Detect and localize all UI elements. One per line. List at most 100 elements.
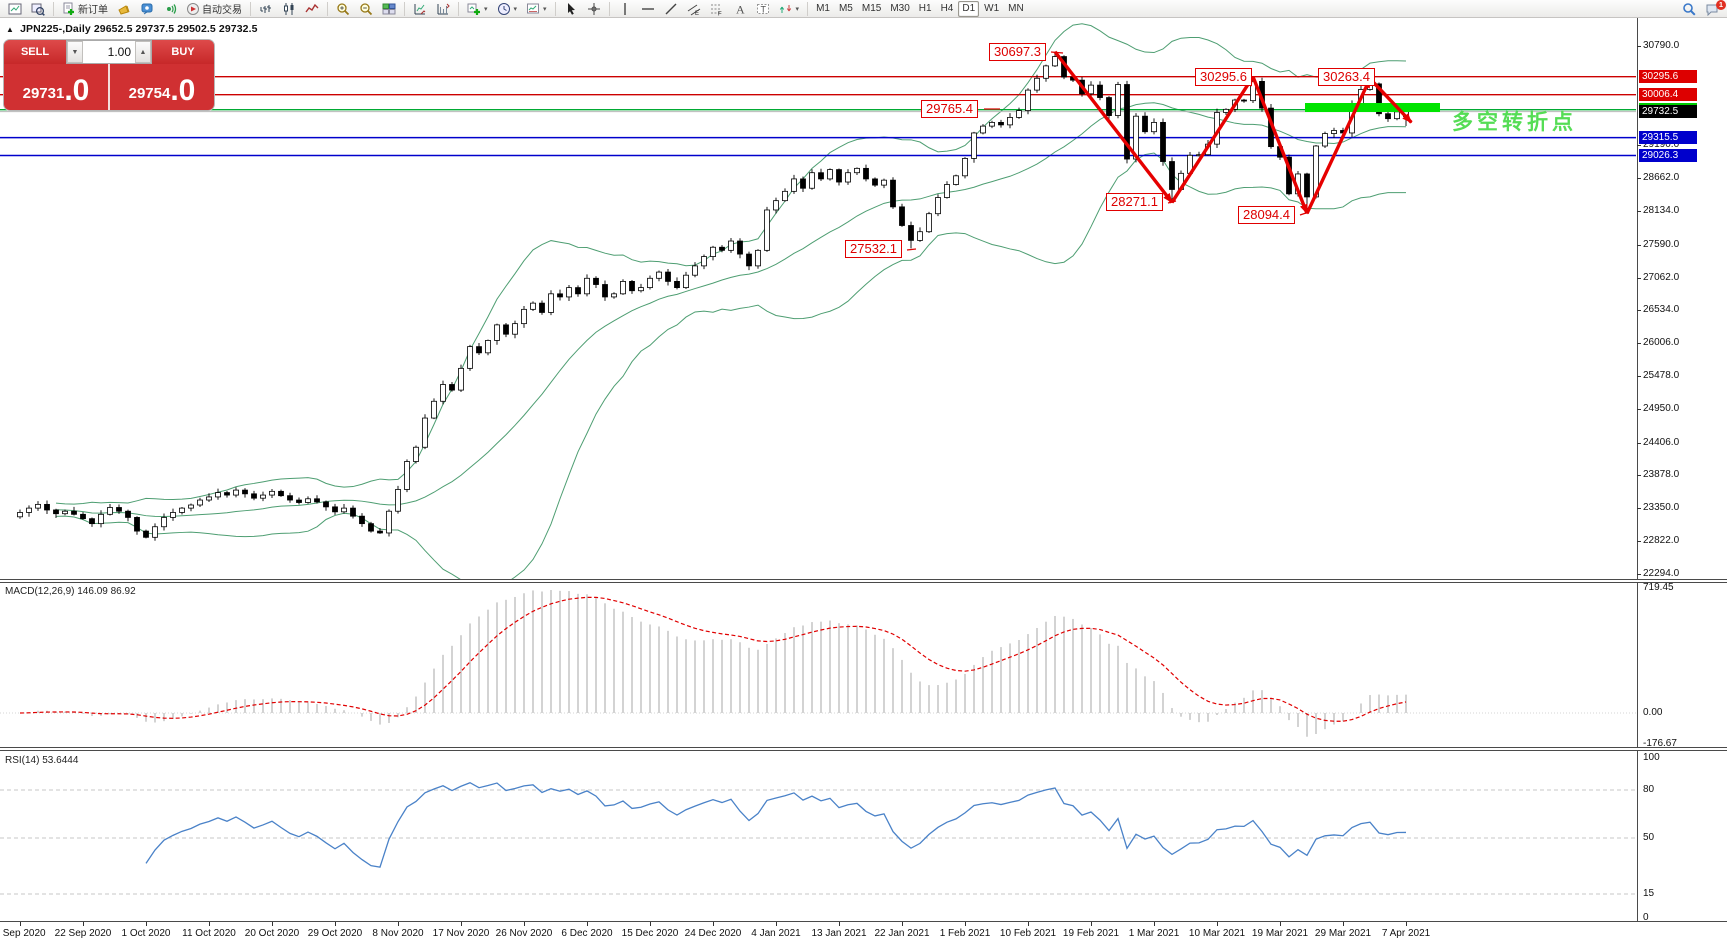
timeframe-m5[interactable]: M5 bbox=[838, 3, 853, 14]
candle-chart-icon[interactable] bbox=[278, 1, 300, 17]
date-tick-mark bbox=[1091, 922, 1092, 926]
new-order-button[interactable]: 新订单 bbox=[58, 1, 112, 17]
timeframe-d1[interactable]: D1 bbox=[958, 0, 980, 17]
price-tick-label: 24950.0 bbox=[1643, 402, 1680, 414]
dropdown-arrow-icon[interactable]: ▾ bbox=[513, 5, 518, 13]
cursor-icon[interactable] bbox=[560, 1, 582, 17]
timeframe-h1[interactable]: H1 bbox=[918, 3, 932, 14]
price-label-30295[interactable]: 30295.6 bbox=[1195, 68, 1252, 86]
date-tick-mark bbox=[524, 922, 525, 926]
macd-pane-canvas[interactable] bbox=[0, 583, 1638, 747]
tile-windows-icon[interactable] bbox=[378, 1, 400, 17]
search-icon[interactable] bbox=[1678, 1, 1700, 17]
symbol-period: JPN225-,Daily bbox=[20, 23, 91, 35]
equidistant-channel-icon[interactable]: E bbox=[683, 1, 705, 17]
price-tick-label: 26534.0 bbox=[1643, 304, 1680, 316]
rsi-pane-canvas[interactable] bbox=[0, 752, 1638, 921]
ohlc-values: 29652.5 29737.5 29502.5 29732.5 bbox=[93, 23, 258, 35]
dropdown-arrow-icon[interactable]: ▾ bbox=[543, 5, 547, 13]
price-level-badge: 30295.6 bbox=[1639, 70, 1697, 84]
axis-tick-mark bbox=[1637, 442, 1641, 444]
toolbar-separator bbox=[807, 1, 809, 16]
vertical-line-icon[interactable] bbox=[614, 1, 636, 17]
dropdown-arrow-icon[interactable]: ▾ bbox=[484, 5, 488, 13]
volume-increase-button[interactable]: ▲ bbox=[135, 41, 151, 63]
pane-resize-handle[interactable] bbox=[0, 747, 1727, 751]
dropdown-arrow-icon[interactable]: ▾ bbox=[795, 5, 800, 13]
date-label: 22 Sep 2020 bbox=[54, 928, 112, 939]
zoom-out-icon[interactable] bbox=[355, 1, 377, 17]
date-tick-mark bbox=[83, 922, 84, 926]
trend-line-icon[interactable] bbox=[660, 1, 682, 17]
timeframe-h4[interactable]: H4 bbox=[940, 3, 954, 14]
price-tick-label: 28662.0 bbox=[1643, 172, 1680, 184]
timeframe-w1[interactable]: W1 bbox=[984, 3, 1000, 14]
periods-icon[interactable]: ▾ bbox=[493, 1, 522, 17]
main-toolbar: 新订单 自动交易 ▾ ▾ ▾ E F A T ▾ M1 M5 M15 M30 H1 H4 D1 W1 MN 1 bbox=[0, 0, 1727, 18]
main-chart-canvas[interactable] bbox=[0, 18, 1638, 583]
indicators-window-icon[interactable] bbox=[409, 1, 431, 17]
date-label: 11 Oct 2020 bbox=[182, 928, 236, 939]
volume-decrease-button[interactable]: ▼ bbox=[67, 41, 83, 63]
templates-icon[interactable]: ▾ bbox=[522, 1, 551, 17]
price-tick-label: 22294.0 bbox=[1643, 567, 1680, 579]
axis-tick-mark bbox=[1637, 343, 1641, 345]
volume-value[interactable]: 1.00 bbox=[107, 45, 131, 59]
price-label-28271[interactable]: 28271.1 bbox=[1106, 193, 1163, 211]
date-axis[interactable]: 3 Sep 2020 22 Sep 2020 1 Oct 2020 11 Oct 20… bbox=[0, 922, 1727, 943]
price-tick-label: 27590.0 bbox=[1643, 238, 1680, 250]
volume-input[interactable]: ▼ 1.00 ▲ bbox=[66, 40, 152, 64]
timeframe-m15[interactable]: M15 bbox=[861, 3, 882, 14]
price-label-29765[interactable]: 29765.4 bbox=[921, 100, 978, 118]
crosshair-icon[interactable] bbox=[583, 1, 605, 17]
sell-button[interactable]: SELL bbox=[4, 40, 66, 64]
notifications-icon[interactable]: 1 bbox=[1701, 0, 1726, 17]
date-tick-mark bbox=[209, 922, 210, 926]
price-label-30263[interactable]: 30263.4 bbox=[1318, 68, 1375, 86]
date-label: 6 Dec 2020 bbox=[561, 928, 613, 939]
zoom-in-icon[interactable] bbox=[332, 1, 354, 17]
buy-button[interactable]: BUY bbox=[152, 40, 214, 64]
timeframe-m30[interactable]: M30 bbox=[890, 3, 910, 14]
price-level-badge: 29732.5 bbox=[1639, 105, 1697, 119]
horizontal-line-icon[interactable] bbox=[637, 1, 659, 17]
date-axis-border bbox=[0, 921, 1727, 922]
date-tick-mark bbox=[398, 922, 399, 926]
timeframe-mn[interactable]: MN bbox=[1008, 3, 1024, 14]
bar-chart-icon[interactable] bbox=[255, 1, 277, 17]
megaphone-icon[interactable] bbox=[113, 1, 135, 17]
axis-tick-mark bbox=[1637, 408, 1641, 410]
line-chart-icon[interactable] bbox=[301, 1, 323, 17]
auto-trading-button[interactable]: 自动交易 bbox=[182, 1, 246, 17]
buy-price-display[interactable]: 29754 .0 bbox=[128, 74, 196, 107]
price-tick-label: 30790.0 bbox=[1643, 40, 1680, 51]
date-tick-mark bbox=[146, 922, 147, 926]
price-axis[interactable]: 30790.0 29190.0 28662.0 28134.0 27590.0 27062… bbox=[1637, 18, 1727, 923]
fibonacci-icon[interactable]: F bbox=[706, 1, 728, 17]
date-label: 22 Jan 2021 bbox=[874, 928, 930, 939]
new-chart-icon[interactable] bbox=[4, 1, 26, 17]
toolbar-separator bbox=[458, 1, 459, 16]
chart-preview-icon[interactable] bbox=[27, 1, 49, 17]
community-icon[interactable] bbox=[136, 1, 158, 17]
price-label-27532[interactable]: 27532.1 bbox=[845, 240, 902, 258]
separate-window-icon[interactable] bbox=[432, 1, 454, 17]
date-label: 3 Sep 2020 bbox=[0, 928, 46, 939]
text-icon[interactable]: A bbox=[729, 1, 751, 17]
price-label-28094[interactable]: 28094.4 bbox=[1238, 206, 1295, 224]
broadcast-icon[interactable] bbox=[159, 1, 181, 17]
toolbar-separator bbox=[404, 1, 405, 16]
price-level-badge: 30006.4 bbox=[1639, 88, 1697, 102]
price-tick-label: 22822.0 bbox=[1643, 534, 1680, 546]
pane-resize-handle[interactable] bbox=[0, 579, 1727, 583]
arrows-icon[interactable]: ▾ bbox=[775, 1, 804, 17]
add-indicator-icon[interactable]: ▾ bbox=[463, 1, 492, 17]
timeframe-m1[interactable]: M1 bbox=[816, 3, 830, 14]
turning-point-note[interactable]: 多空转折点 bbox=[1452, 111, 1577, 134]
price-label-30697[interactable]: 30697.3 bbox=[989, 43, 1046, 61]
date-tick-mark bbox=[1154, 922, 1155, 926]
text-label-icon[interactable]: T bbox=[752, 1, 774, 17]
price-tick-label: 25478.0 bbox=[1643, 369, 1680, 381]
toolbar-separator bbox=[53, 1, 54, 16]
sell-price-display[interactable]: 29731 .0 bbox=[4, 64, 110, 110]
